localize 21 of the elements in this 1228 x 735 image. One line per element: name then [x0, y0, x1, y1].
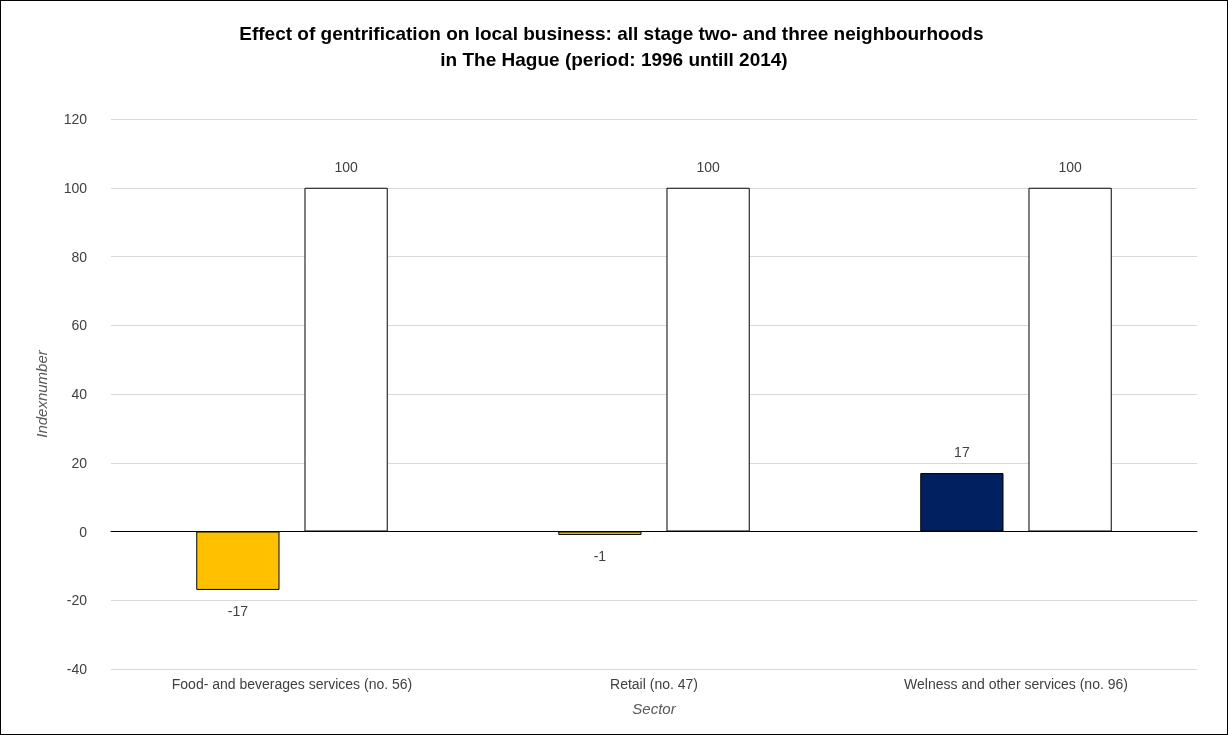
- chart-title: Effect of gentrification on local business: all stage two- and three neighbourhoods in The Hague (period: 1996 untill 2014): [239, 22, 989, 70]
- data-label: 100: [334, 158, 359, 175]
- x-tick-label: Welness and other services (no. 96): [904, 676, 1128, 692]
- y-tick-label: 60: [71, 317, 88, 334]
- y-tick-label: 0: [79, 523, 88, 540]
- x-tick-label: Retail (no. 47): [610, 676, 698, 692]
- data-label: 17: [954, 444, 970, 461]
- y-tick-label: 100: [63, 179, 88, 196]
- y-tick-label: 40: [71, 386, 88, 402]
- y-axis-title: Indexnumber: [33, 349, 50, 438]
- y-tick-label: 120: [63, 111, 88, 127]
- y-tick-label: -40: [66, 661, 88, 677]
- y-tick-label: 80: [71, 248, 88, 265]
- x-axis-title: Sector: [632, 700, 677, 717]
- x-tick-label: Food- and beverages services (no. 56): [171, 676, 413, 692]
- y-tick-label: -20: [66, 592, 88, 609]
- data-label: 100: [696, 158, 721, 175]
- data-label: 100: [1058, 158, 1083, 175]
- data-label: -17: [227, 602, 249, 619]
- data-label: -1: [593, 547, 607, 564]
- y-tick-label: 20: [71, 454, 88, 471]
